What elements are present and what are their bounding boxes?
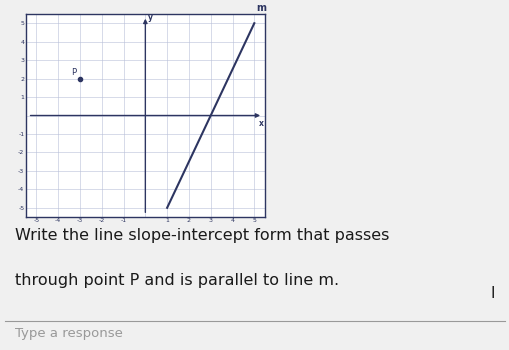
Text: I: I [489, 286, 494, 301]
Text: through point P and is parallel to line m.: through point P and is parallel to line … [15, 273, 339, 288]
Text: y: y [148, 13, 153, 22]
Text: P: P [71, 68, 76, 77]
Text: x: x [258, 119, 263, 128]
Text: Type a response: Type a response [15, 327, 123, 341]
Text: Write the line slope-intercept form that passes: Write the line slope-intercept form that… [15, 228, 389, 243]
Text: m: m [256, 3, 266, 13]
